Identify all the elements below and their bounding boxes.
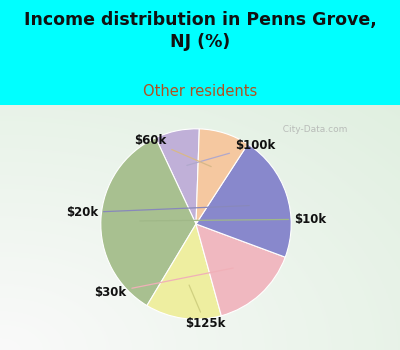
Text: Other residents: Other residents xyxy=(143,84,257,99)
Wedge shape xyxy=(156,129,199,224)
Text: $125k: $125k xyxy=(185,285,226,330)
Text: $20k: $20k xyxy=(66,205,249,219)
Wedge shape xyxy=(196,224,285,316)
Text: Income distribution in Penns Grove,
NJ (%): Income distribution in Penns Grove, NJ (… xyxy=(24,11,376,51)
Wedge shape xyxy=(101,138,196,306)
Wedge shape xyxy=(196,144,291,257)
Text: $60k: $60k xyxy=(134,134,211,167)
Wedge shape xyxy=(196,129,248,224)
Text: $10k: $10k xyxy=(140,213,326,226)
Wedge shape xyxy=(147,224,221,319)
Text: $100k: $100k xyxy=(187,139,275,166)
Text: $30k: $30k xyxy=(94,268,233,299)
Text: City-Data.com: City-Data.com xyxy=(277,125,347,134)
